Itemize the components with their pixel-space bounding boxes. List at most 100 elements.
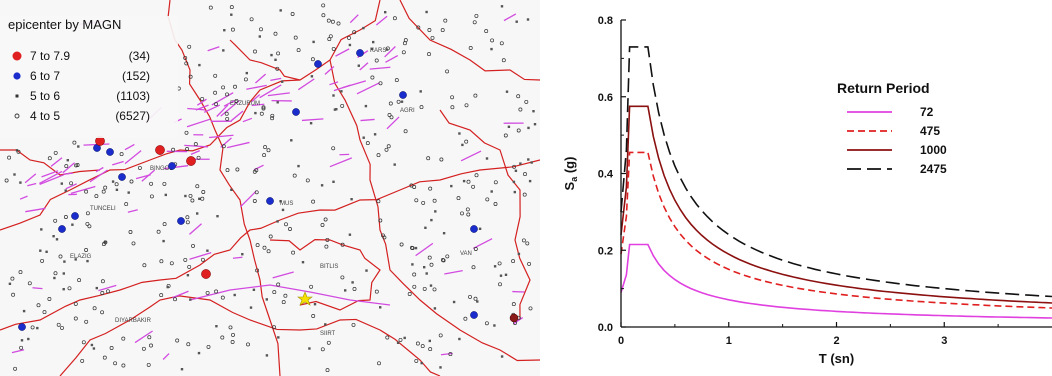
epicenter-m5 (340, 90, 343, 93)
epicenter-m4 (272, 325, 277, 330)
epicenter-m6 (118, 173, 126, 181)
epicenter-m5 (439, 366, 442, 369)
epicenter-m5 (127, 191, 130, 194)
epicenter-m5 (281, 80, 284, 83)
epicenter-m4 (398, 337, 403, 342)
fault-line (209, 134, 234, 139)
epicenter-m5 (184, 194, 187, 198)
epicenter-m5 (430, 218, 433, 222)
epicenter-m5 (350, 198, 353, 201)
epicenter-m5 (309, 122, 313, 125)
epicenter-m5 (362, 136, 365, 139)
epicenter-m5 (64, 189, 67, 192)
epicenter-m4 (378, 218, 383, 223)
epicenter-m4 (72, 140, 77, 145)
epicenter-m5 (233, 293, 236, 297)
epicenter-m4 (185, 147, 190, 151)
epicenter-m4 (291, 250, 296, 255)
epicenter-m5 (476, 300, 479, 303)
epicenter-m5 (111, 180, 115, 183)
epicenter-m4 (325, 368, 330, 373)
epicenter-m5 (424, 226, 427, 229)
epicenter-m4 (53, 150, 58, 155)
fault-line (65, 183, 77, 190)
epicenter-m4 (92, 306, 97, 311)
epicenter-m4 (374, 289, 379, 294)
fault-line (186, 118, 211, 128)
fault-line (239, 190, 257, 208)
fault-line (369, 66, 391, 70)
chart-canvas: 0.0 0.2 0.4 0.6 0.8 0 1 2 3 T (sn) Sa (g) Return… (562, 15, 1052, 366)
epicenter-m4 (183, 55, 188, 60)
epicenter-m4 (246, 342, 250, 347)
epicenter-m4 (243, 77, 248, 82)
epicenter-m5 (19, 181, 22, 184)
epicenter-m5 (36, 326, 39, 330)
place-label: TUNCELI (90, 206, 116, 212)
epicenter-m4 (101, 242, 106, 247)
epicenter-m4 (432, 198, 437, 203)
epicenter-m4 (518, 107, 523, 112)
epicenter-m4 (119, 152, 124, 157)
epicenter-m5 (265, 298, 268, 301)
epicenter-m5 (332, 94, 335, 97)
epicenter-m4 (149, 181, 154, 186)
epicenter-m5 (223, 29, 226, 32)
epicenter-m5 (452, 300, 456, 304)
epicenter-m4 (121, 363, 126, 368)
fault-line (39, 170, 63, 185)
epicenter-m5 (393, 163, 396, 166)
epicenter-m5 (500, 5, 504, 8)
epicenter-m4 (283, 293, 288, 298)
place-label: BINGOL (150, 166, 173, 172)
epicenter-m4 (67, 286, 72, 291)
response-spectrum-chart: 0.0 0.2 0.4 0.6 0.8 0 1 2 3 T (sn) Sa (g) Return… (548, 0, 1052, 376)
y-tick-label: 0.8 (598, 15, 613, 27)
fault-line (503, 13, 517, 22)
epicenter-m4 (63, 215, 68, 219)
epicenter-m4 (503, 133, 508, 138)
fault-line (70, 185, 96, 194)
epicenter-m4 (450, 105, 455, 110)
epicenter-m4 (220, 335, 225, 340)
epicenter-m4 (255, 243, 260, 248)
epicenter-m4 (80, 358, 85, 363)
epicenter-m4 (281, 300, 286, 305)
epicenter-m4 (523, 172, 527, 177)
epicenter-m4 (261, 105, 266, 110)
fault-line (223, 99, 236, 107)
epicenter-m4 (427, 28, 432, 32)
epicenter-m5 (254, 111, 257, 115)
epicenter-m5 (62, 288, 65, 291)
epicenter-m4 (131, 241, 136, 246)
epicenter-m4 (30, 325, 35, 330)
epicenter-m4 (327, 37, 332, 42)
epicenter-m4 (101, 189, 106, 194)
epicenter-m4 (253, 49, 257, 54)
epicenter-m5 (411, 263, 414, 266)
fault-line (356, 82, 380, 95)
epicenter-m5 (297, 164, 300, 168)
fault-line (246, 84, 267, 90)
epicenter-m6 (106, 148, 114, 156)
epicenter-m4 (460, 211, 464, 216)
epicenter-m4 (484, 321, 489, 326)
epicenter-m5 (400, 100, 404, 103)
place-label: ELAZIG (70, 254, 92, 260)
epicenter-m4 (468, 294, 472, 299)
map-canvas: ERZURUM TUNCELI BITLIS ELAZIG DIYARBAKIR KARS… (0, 0, 540, 376)
epicenter-m5 (40, 228, 43, 231)
fault-line (349, 14, 359, 24)
epicenter-m5 (490, 190, 493, 193)
epicenter-m4 (511, 259, 516, 264)
fault-line (513, 316, 524, 325)
epicenter-m4 (128, 230, 133, 234)
fault-line (220, 100, 240, 117)
fault-line (189, 252, 212, 260)
epicenter-m5 (86, 259, 89, 263)
epicenter-m4 (186, 342, 191, 347)
epicenter-m5 (348, 233, 352, 236)
epicenter-m4 (377, 361, 381, 366)
epicenter-m5 (279, 9, 282, 12)
epicenter-m4 (234, 98, 239, 103)
